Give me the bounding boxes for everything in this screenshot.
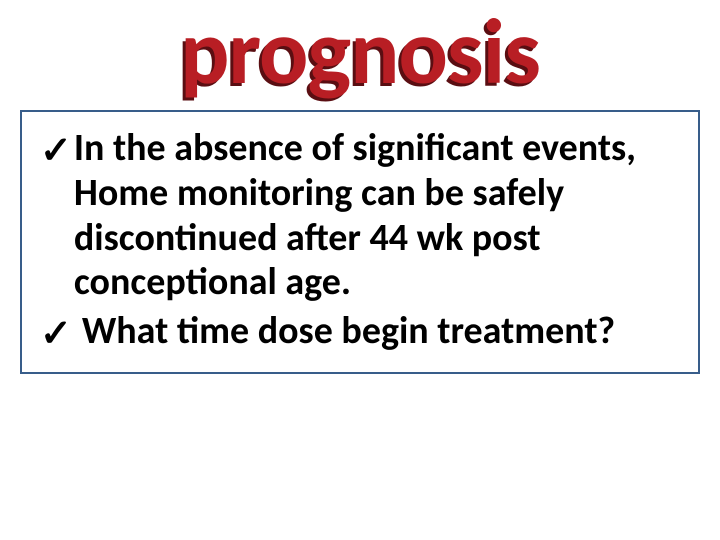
- slide-title: prognosis prognosis: [0, 0, 720, 100]
- slide: prognosis prognosis ✓ In the absence of …: [0, 0, 720, 540]
- check-icon: ✓: [40, 126, 72, 170]
- check-icon: ✓: [40, 309, 72, 353]
- bullet-text: What time dose begin treatment?: [82, 309, 680, 354]
- content-box: ✓ In the absence of significant events, …: [20, 110, 700, 374]
- bullet-item: ✓ What time dose begin treatment?: [40, 309, 680, 354]
- bullet-item: ✓ In the absence of significant events, …: [40, 126, 680, 305]
- bullet-text: In the absence of significant events, Ho…: [74, 126, 680, 305]
- slide-title-text: prognosis: [180, 0, 540, 108]
